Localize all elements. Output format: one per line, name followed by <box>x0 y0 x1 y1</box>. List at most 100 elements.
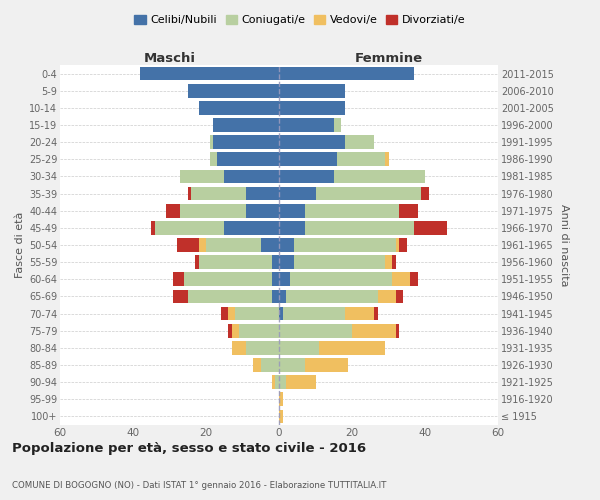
Bar <box>337 152 385 166</box>
Bar <box>221 306 228 320</box>
Bar <box>177 238 199 252</box>
Bar <box>228 306 235 320</box>
Bar <box>272 256 279 269</box>
Bar <box>272 272 279 286</box>
Bar <box>199 238 206 252</box>
Bar <box>392 256 396 269</box>
Bar <box>188 290 272 304</box>
Bar <box>275 376 279 389</box>
Bar <box>279 84 344 98</box>
Bar <box>414 221 447 234</box>
Bar <box>173 290 188 304</box>
Bar <box>319 341 385 354</box>
Bar <box>279 392 283 406</box>
Bar <box>334 118 341 132</box>
Bar <box>385 152 389 166</box>
Bar <box>305 221 414 234</box>
Bar <box>421 186 428 200</box>
Text: Popolazione per età, sesso e stato civile - 2016: Popolazione per età, sesso e stato civil… <box>12 442 366 455</box>
Bar <box>316 186 421 200</box>
Legend: Celibi/Nubili, Coniugati/e, Vedovi/e, Divorziati/e: Celibi/Nubili, Coniugati/e, Vedovi/e, Di… <box>130 10 470 30</box>
Bar <box>224 170 279 183</box>
Bar <box>279 221 305 234</box>
Bar <box>279 66 414 80</box>
Bar <box>305 204 400 218</box>
Bar <box>191 186 246 200</box>
Bar <box>305 358 349 372</box>
Bar <box>279 204 305 218</box>
Bar <box>385 256 392 269</box>
Bar <box>396 290 403 304</box>
Bar <box>272 290 279 304</box>
Bar <box>199 256 272 269</box>
Bar <box>279 324 352 338</box>
Bar <box>396 324 400 338</box>
Y-axis label: Anni di nascita: Anni di nascita <box>559 204 569 286</box>
Bar <box>377 290 396 304</box>
Text: Femmine: Femmine <box>355 52 422 65</box>
Bar <box>155 221 224 234</box>
Bar <box>279 358 305 372</box>
Bar <box>410 272 418 286</box>
Bar <box>140 66 279 80</box>
Bar <box>279 341 319 354</box>
Bar <box>290 272 392 286</box>
Y-axis label: Fasce di età: Fasce di età <box>14 212 25 278</box>
Bar <box>279 238 293 252</box>
Bar <box>344 306 374 320</box>
Bar <box>232 341 246 354</box>
Bar <box>279 170 334 183</box>
Bar <box>352 324 396 338</box>
Bar <box>400 204 418 218</box>
Bar <box>253 358 261 372</box>
Bar <box>279 272 290 286</box>
Bar <box>235 306 279 320</box>
Bar <box>374 306 377 320</box>
Bar <box>195 256 199 269</box>
Bar <box>184 272 272 286</box>
Bar <box>246 204 279 218</box>
Bar <box>396 238 400 252</box>
Bar <box>261 238 279 252</box>
Bar <box>283 306 344 320</box>
Bar <box>279 290 286 304</box>
Bar <box>214 136 279 149</box>
Bar <box>214 118 279 132</box>
Bar <box>181 204 246 218</box>
Bar <box>279 376 286 389</box>
Bar <box>279 136 344 149</box>
Bar <box>228 324 232 338</box>
Bar <box>279 410 283 424</box>
Bar <box>246 341 279 354</box>
Bar <box>286 376 316 389</box>
Bar <box>166 204 181 218</box>
Bar <box>209 136 214 149</box>
Bar <box>279 101 344 114</box>
Bar <box>173 272 184 286</box>
Bar <box>209 152 217 166</box>
Bar <box>206 238 261 252</box>
Bar <box>239 324 279 338</box>
Bar <box>400 238 407 252</box>
Bar <box>181 170 224 183</box>
Bar <box>188 186 191 200</box>
Bar <box>344 136 374 149</box>
Bar <box>279 118 334 132</box>
Bar <box>246 186 279 200</box>
Bar <box>279 306 283 320</box>
Text: Maschi: Maschi <box>143 52 196 65</box>
Bar <box>188 84 279 98</box>
Bar <box>286 290 377 304</box>
Bar <box>217 152 279 166</box>
Bar <box>232 324 239 338</box>
Text: COMUNE DI BOGOGNO (NO) - Dati ISTAT 1° gennaio 2016 - Elaborazione TUTTITALIA.IT: COMUNE DI BOGOGNO (NO) - Dati ISTAT 1° g… <box>12 481 386 490</box>
Bar <box>224 221 279 234</box>
Bar <box>293 256 385 269</box>
Bar <box>199 101 279 114</box>
Bar <box>261 358 279 372</box>
Bar <box>279 256 293 269</box>
Bar <box>392 272 410 286</box>
Bar <box>293 238 396 252</box>
Bar <box>151 221 155 234</box>
Bar <box>334 170 425 183</box>
